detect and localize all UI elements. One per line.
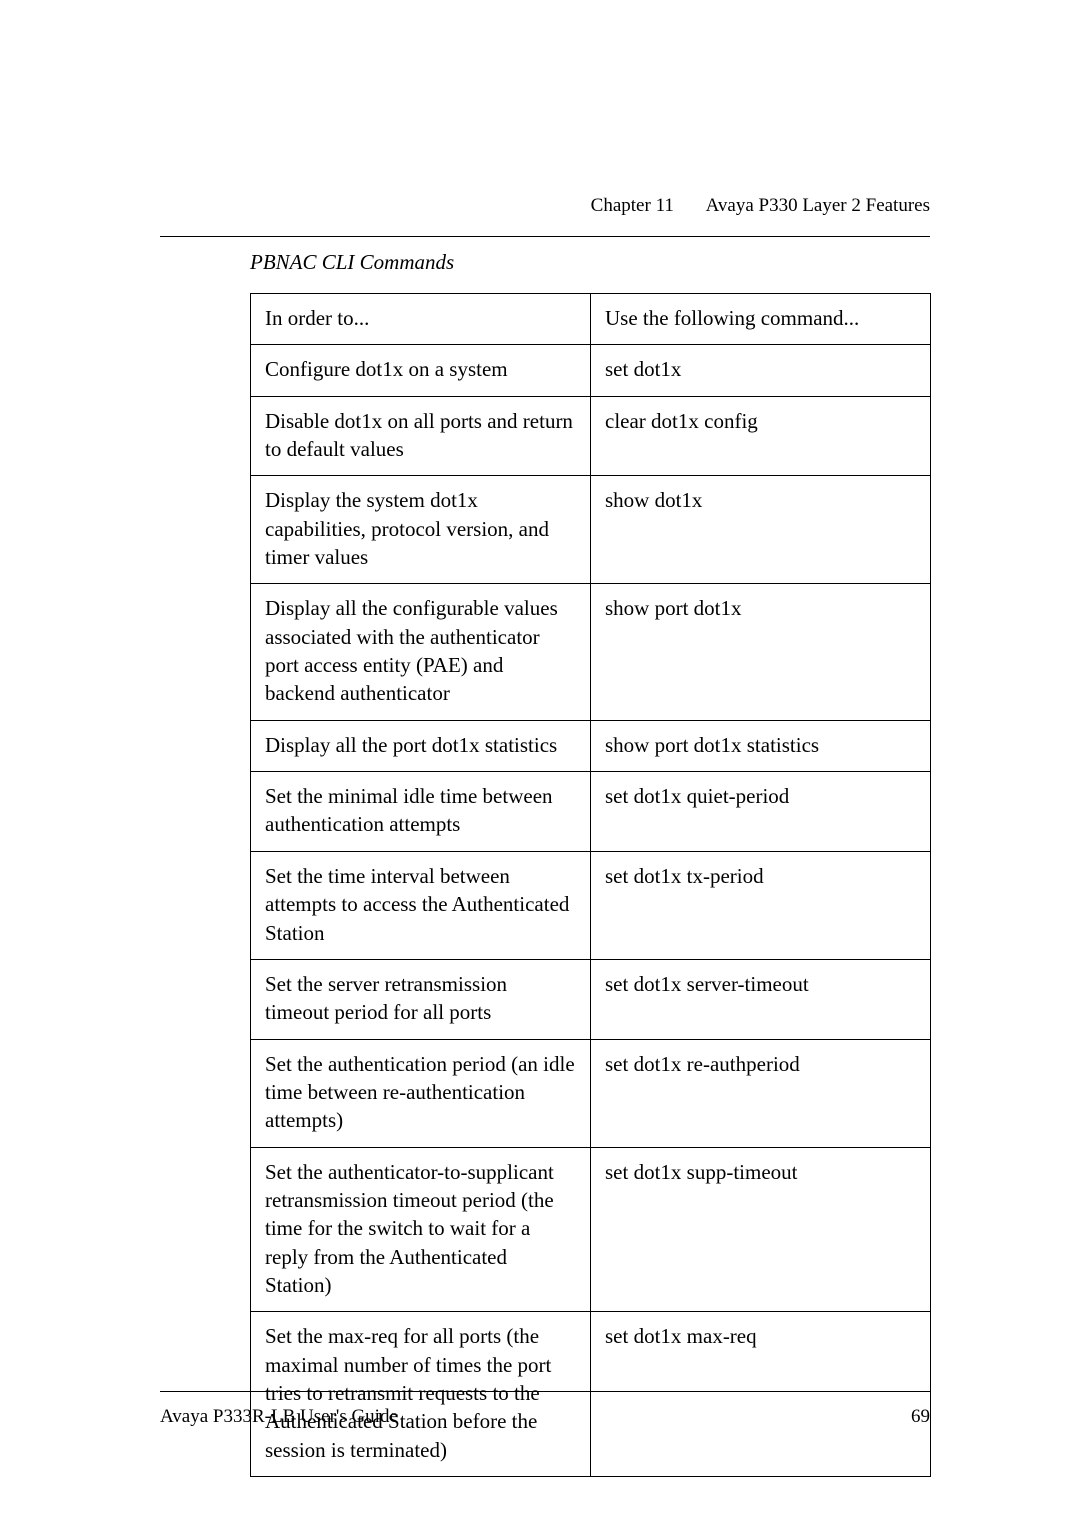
- cell-description: Display all the port dot1x statistics: [251, 720, 591, 771]
- table-row: Disable dot1x on all ports and return to…: [251, 396, 931, 476]
- section-title: PBNAC CLI Commands: [250, 250, 930, 275]
- table-row: Set the minimal idle time between authen…: [251, 772, 931, 852]
- cell-description: Set the max-req for all ports (the maxim…: [251, 1312, 591, 1477]
- table-row: Display all the configurable values asso…: [251, 584, 931, 720]
- commands-table: In order to... Use the following command…: [250, 293, 931, 1477]
- cell-command: set dot1x quiet-period: [591, 772, 931, 852]
- cell-command: clear dot1x config: [591, 396, 931, 476]
- running-head: Chapter 11 Avaya P330 Layer 2 Features: [591, 195, 930, 217]
- table-row: Set the server retransmission timeout pe…: [251, 959, 931, 1039]
- cell-command: set dot1x max-req: [591, 1312, 931, 1477]
- table-row: Display the system dot1x capabilities, p…: [251, 476, 931, 584]
- cell-command: set dot1x re-authperiod: [591, 1039, 931, 1147]
- cell-command: show port dot1x statistics: [591, 720, 931, 771]
- cell-description: Display all the configurable values asso…: [251, 584, 591, 720]
- table-row: Set the max-req for all ports (the maxim…: [251, 1312, 931, 1477]
- cell-command: set dot1x supp-timeout: [591, 1147, 931, 1312]
- table-row: Set the authentication period (an idle t…: [251, 1039, 931, 1147]
- chapter-title: Avaya P330 Layer 2 Features: [706, 195, 930, 216]
- cell-description: Display the system dot1x capabilities, p…: [251, 476, 591, 584]
- chapter-label: Chapter 11: [591, 195, 674, 216]
- page: Chapter 11 Avaya P330 Layer 2 Features P…: [0, 0, 1080, 1528]
- cell-description: Set the authenticator-to-supplicant retr…: [251, 1147, 591, 1312]
- cell-command: set dot1x: [591, 345, 931, 396]
- table-header-row: In order to... Use the following command…: [251, 294, 931, 345]
- cell-command: set dot1x server-timeout: [591, 959, 931, 1039]
- table-row: Display all the port dot1x statistics sh…: [251, 720, 931, 771]
- cell-description: Set the minimal idle time between authen…: [251, 772, 591, 852]
- header-rule: [160, 236, 930, 237]
- cell-description: Set the time interval between attempts t…: [251, 851, 591, 959]
- cell-description: Set the server retransmission timeout pe…: [251, 959, 591, 1039]
- footer: Avaya P333R-LB User's Guide 69: [160, 1406, 930, 1428]
- footer-page-number: 69: [911, 1406, 930, 1428]
- cell-description: Disable dot1x on all ports and return to…: [251, 396, 591, 476]
- cell-command: set dot1x tx-period: [591, 851, 931, 959]
- cell-description: Set the authentication period (an idle t…: [251, 1039, 591, 1147]
- header-cell-left: In order to...: [251, 294, 591, 345]
- footer-guide: Avaya P333R-LB User's Guide: [160, 1406, 398, 1428]
- cell-command: show port dot1x: [591, 584, 931, 720]
- table-row: Set the time interval between attempts t…: [251, 851, 931, 959]
- cell-description: Configure dot1x on a system: [251, 345, 591, 396]
- header-cell-right: Use the following command...: [591, 294, 931, 345]
- cell-command: show dot1x: [591, 476, 931, 584]
- footer-rule: [160, 1391, 930, 1392]
- table-row: Configure dot1x on a system set dot1x: [251, 345, 931, 396]
- table-row: Set the authenticator-to-supplicant retr…: [251, 1147, 931, 1312]
